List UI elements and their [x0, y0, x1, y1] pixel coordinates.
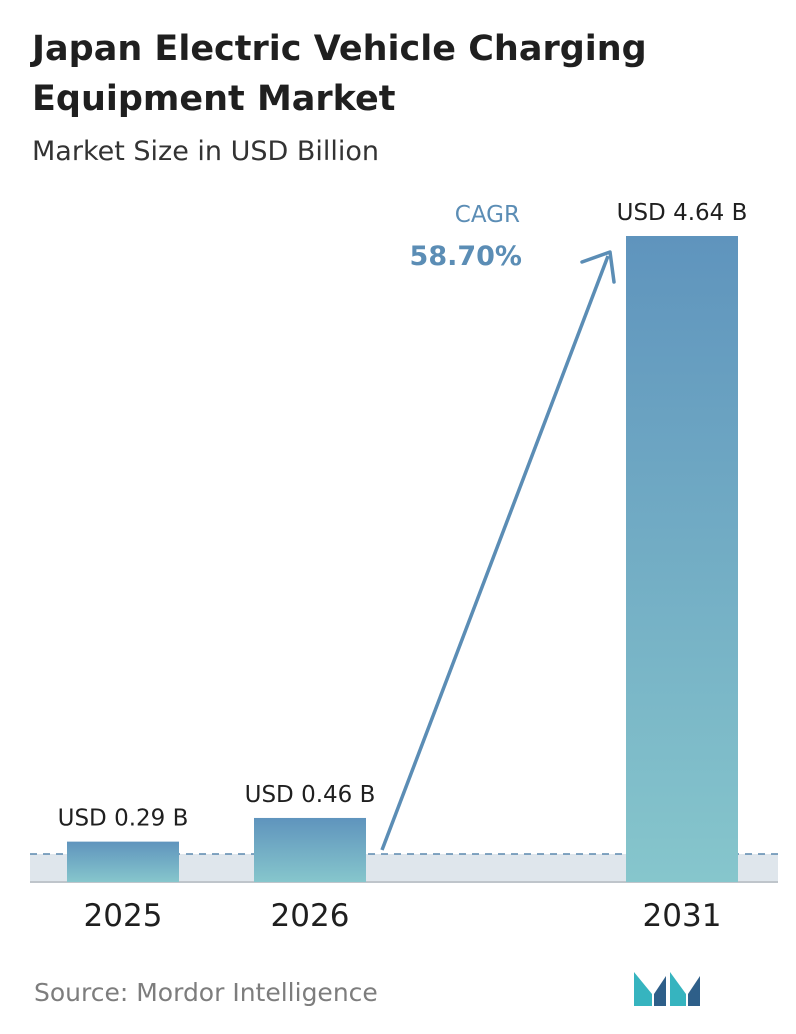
cagr-arrow-head: [580, 250, 616, 284]
x-tick-2026: 2026: [271, 898, 350, 934]
chart-title: Japan Electric Vehicle Charging Equipmen…: [32, 29, 647, 119]
x-tick-2031: 2031: [643, 898, 722, 934]
cagr-value: 58.70%: [410, 241, 522, 272]
cagr-arrow: [380, 255, 610, 851]
data-label-2026: USD 0.46 B: [245, 782, 376, 808]
mordor-intelligence-logo-icon: [634, 972, 700, 1006]
bar-2025: [67, 841, 179, 882]
x-tick-2025: 2025: [84, 898, 163, 934]
chart-subtitle: Market Size in USD Billion: [32, 136, 380, 167]
chart: USD 0.29 B USD 0.46 B USD 4.64 B 2025 2026 2…: [30, 200, 778, 934]
bar-2031: [626, 236, 738, 882]
data-label-2031: USD 4.64 B: [617, 200, 748, 226]
data-label-2025: USD 0.29 B: [58, 806, 189, 832]
bar-2026: [254, 817, 366, 882]
source-note: Source: Mordor Intelligence: [34, 978, 378, 1007]
cagr-label: CAGR: [455, 202, 520, 228]
